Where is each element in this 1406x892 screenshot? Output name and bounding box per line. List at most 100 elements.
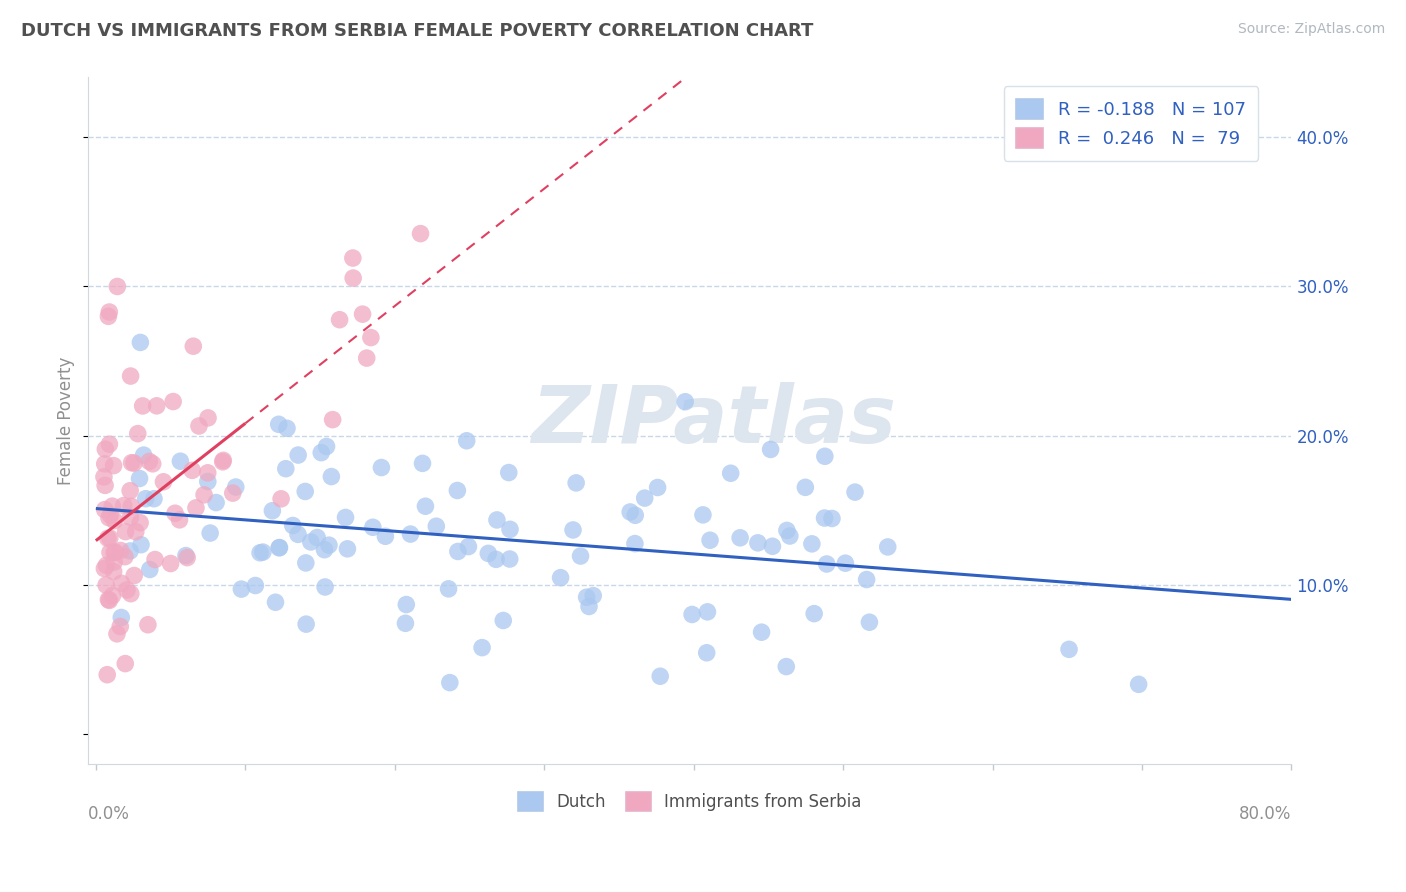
Point xyxy=(699,533,721,548)
Point xyxy=(222,486,245,500)
Point xyxy=(447,544,470,558)
Point xyxy=(120,510,142,524)
Point xyxy=(105,627,128,641)
Point xyxy=(125,524,148,539)
Point xyxy=(269,541,291,555)
Point xyxy=(314,580,336,594)
Point xyxy=(98,593,121,607)
Point xyxy=(720,467,742,481)
Point xyxy=(650,669,672,683)
Point xyxy=(139,562,162,576)
Point xyxy=(352,307,374,321)
Point xyxy=(159,557,181,571)
Point xyxy=(100,508,122,522)
Point xyxy=(142,457,165,471)
Point xyxy=(681,607,703,622)
Point xyxy=(93,561,115,575)
Point xyxy=(136,617,159,632)
Point xyxy=(276,421,298,435)
Point xyxy=(197,410,219,425)
Point xyxy=(169,513,191,527)
Point xyxy=(342,251,364,265)
Point xyxy=(624,536,647,550)
Point xyxy=(803,607,825,621)
Point xyxy=(800,537,823,551)
Point xyxy=(101,589,124,603)
Point xyxy=(318,538,340,552)
Point xyxy=(446,483,468,498)
Point xyxy=(249,546,271,560)
Point xyxy=(412,456,434,470)
Point xyxy=(114,657,136,671)
Point xyxy=(231,582,253,596)
Point xyxy=(112,499,135,513)
Point xyxy=(287,527,309,541)
Point xyxy=(122,456,145,470)
Point xyxy=(270,491,292,506)
Point xyxy=(184,500,207,515)
Point xyxy=(370,460,392,475)
Point xyxy=(98,305,121,319)
Point xyxy=(776,524,799,538)
Point xyxy=(647,481,669,495)
Point xyxy=(105,279,128,293)
Point xyxy=(1128,677,1150,691)
Point xyxy=(294,484,316,499)
Point xyxy=(129,538,152,552)
Point xyxy=(97,310,120,324)
Point xyxy=(132,448,155,462)
Point xyxy=(197,466,219,480)
Point xyxy=(499,522,522,536)
Text: 80.0%: 80.0% xyxy=(1239,805,1292,823)
Point xyxy=(143,552,166,566)
Point xyxy=(120,369,142,384)
Point xyxy=(565,475,588,490)
Point xyxy=(122,568,145,582)
Point xyxy=(128,471,150,485)
Point xyxy=(336,541,359,556)
Point xyxy=(121,456,143,470)
Point xyxy=(269,541,291,555)
Point xyxy=(103,545,125,559)
Point xyxy=(425,519,447,533)
Point xyxy=(94,442,117,457)
Point xyxy=(761,539,783,553)
Point xyxy=(198,526,221,541)
Point xyxy=(287,448,309,462)
Point xyxy=(471,640,494,655)
Point xyxy=(97,510,120,524)
Point xyxy=(834,556,856,570)
Legend: Dutch, Immigrants from Serbia: Dutch, Immigrants from Serbia xyxy=(512,786,869,818)
Point xyxy=(114,524,136,539)
Point xyxy=(114,549,136,564)
Point xyxy=(110,543,132,558)
Point xyxy=(485,552,508,566)
Point xyxy=(858,615,880,630)
Point xyxy=(335,510,357,524)
Point xyxy=(485,513,508,527)
Point xyxy=(578,599,600,614)
Point xyxy=(814,450,837,464)
Point xyxy=(264,595,287,609)
Point xyxy=(315,440,337,454)
Point xyxy=(181,463,204,477)
Point xyxy=(110,619,132,633)
Point xyxy=(395,598,418,612)
Point xyxy=(321,469,343,483)
Point xyxy=(361,520,384,534)
Point xyxy=(876,540,898,554)
Point xyxy=(188,419,211,434)
Point xyxy=(252,545,274,559)
Point xyxy=(457,540,479,554)
Point xyxy=(314,542,336,557)
Point xyxy=(262,504,284,518)
Point xyxy=(759,442,782,457)
Point xyxy=(499,552,522,566)
Point xyxy=(550,571,572,585)
Point xyxy=(747,536,769,550)
Point xyxy=(169,454,191,468)
Point xyxy=(329,312,352,326)
Point xyxy=(93,502,115,516)
Point xyxy=(135,491,157,506)
Point xyxy=(696,646,718,660)
